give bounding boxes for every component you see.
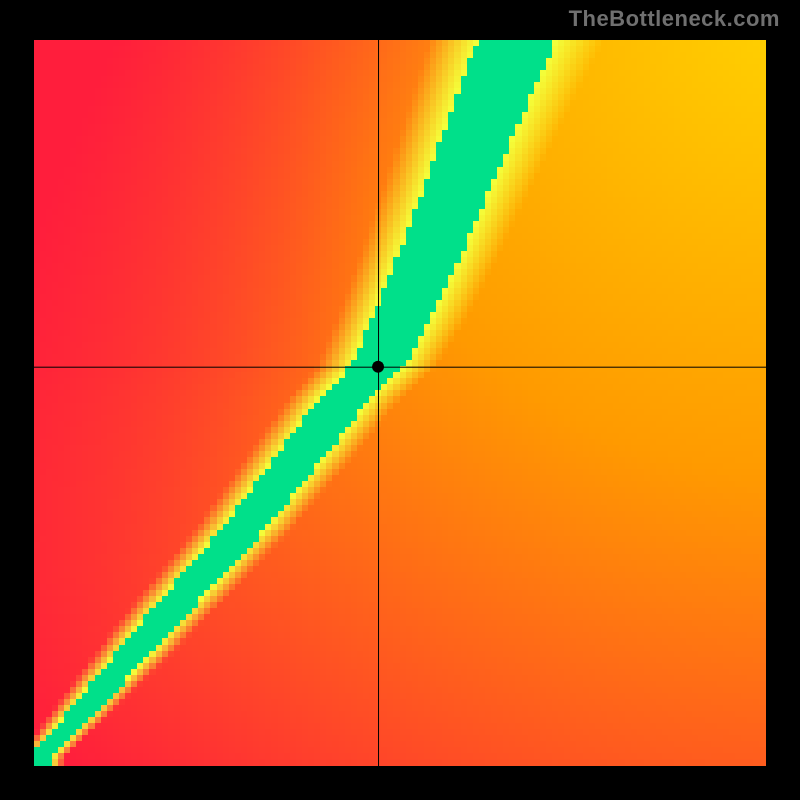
heatmap-canvas <box>34 40 766 766</box>
chart-container: TheBottleneck.com <box>0 0 800 800</box>
plot-area <box>34 40 766 766</box>
attribution-text: TheBottleneck.com <box>569 6 780 32</box>
